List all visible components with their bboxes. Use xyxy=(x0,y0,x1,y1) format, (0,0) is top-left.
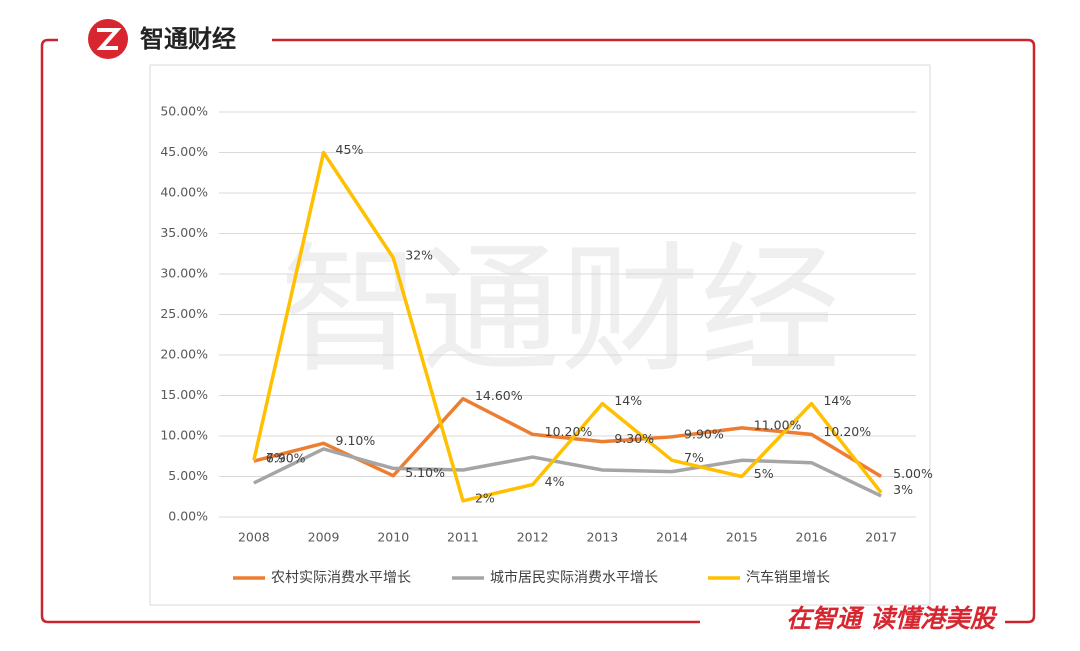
data-label: 14% xyxy=(614,393,642,408)
data-label: 6.90% xyxy=(266,451,306,466)
data-label: 9.10% xyxy=(336,433,376,448)
data-label: 32% xyxy=(405,247,433,262)
y-tick-label: 45.00% xyxy=(160,144,208,159)
data-label: 9.90% xyxy=(684,426,724,441)
series-line xyxy=(252,150,883,503)
y-tick-label: 15.00% xyxy=(160,387,208,402)
y-tick-label: 25.00% xyxy=(160,306,208,321)
y-tick-label: 40.00% xyxy=(160,185,208,200)
x-tick-label: 2010 xyxy=(377,530,409,545)
data-label: 3% xyxy=(893,482,913,497)
legend-label: 农村实际消费水平增长 xyxy=(271,570,411,586)
x-tick-label: 2011 xyxy=(447,530,479,545)
x-tick-label: 2014 xyxy=(656,530,688,545)
data-label: 4% xyxy=(545,474,565,489)
x-tick-label: 2008 xyxy=(238,530,270,545)
y-tick-label: 35.00% xyxy=(160,225,208,240)
data-label: 14% xyxy=(823,393,851,408)
frame-right xyxy=(272,38,1036,624)
x-tick-label: 2017 xyxy=(865,530,897,545)
data-label: 10.20% xyxy=(545,424,593,439)
legend-label: 汽车销里增长 xyxy=(746,569,830,586)
y-tick-label: 30.00% xyxy=(160,266,208,281)
x-tick-label: 2013 xyxy=(586,530,618,545)
data-label: 9.30% xyxy=(614,431,654,446)
data-label: 2% xyxy=(475,490,495,505)
watermark: 智通财经 xyxy=(280,230,840,393)
chart-panel xyxy=(149,64,931,606)
brand: 智通财经 xyxy=(140,25,236,53)
x-tick-label: 2016 xyxy=(796,530,828,545)
logo-mark xyxy=(96,28,122,50)
frame-left xyxy=(40,38,700,624)
legend-label: 城市居民实际消费水平增长 xyxy=(490,569,658,586)
y-tick-label: 20.00% xyxy=(160,347,208,362)
data-label: 5.00% xyxy=(893,466,933,481)
data-label: 5% xyxy=(754,466,774,481)
y-tick-label: 5.00% xyxy=(168,468,208,483)
slogan: 在智通 读懂港美股 xyxy=(786,604,998,633)
data-label: 7% xyxy=(266,450,286,465)
data-label: 5.10% xyxy=(405,465,445,480)
data-label: 10.20% xyxy=(823,424,871,439)
data-label: 7% xyxy=(684,450,704,465)
x-tick-label: 2015 xyxy=(726,530,758,545)
x-tick-label: 2009 xyxy=(308,530,340,545)
data-label: 11.00% xyxy=(754,417,802,432)
y-tick-label: 50.00% xyxy=(160,104,208,119)
data-label: 45% xyxy=(336,142,364,157)
data-label: 14.60% xyxy=(475,388,523,403)
x-tick-label: 2012 xyxy=(517,530,549,545)
series-line xyxy=(253,447,882,498)
y-tick-label: 0.00% xyxy=(168,509,208,524)
y-tick-label: 10.00% xyxy=(160,428,208,443)
